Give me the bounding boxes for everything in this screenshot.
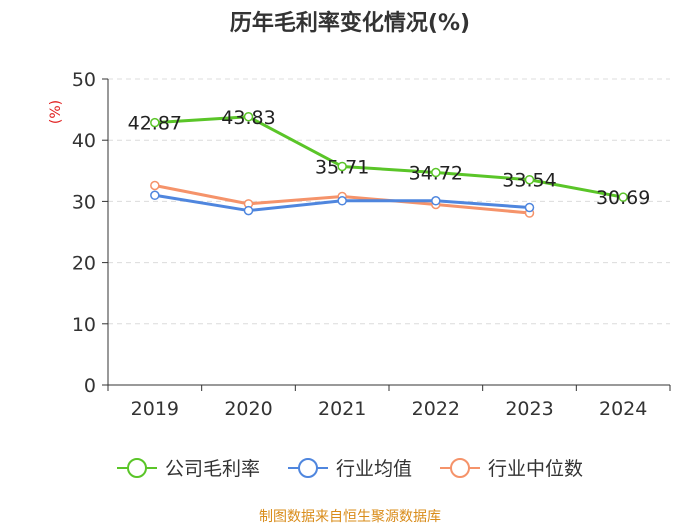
data-point — [150, 180, 160, 191]
data-point — [337, 161, 347, 172]
data-point — [431, 167, 441, 178]
legend: 公司毛利率 行业均值 行业中位数 — [117, 458, 583, 480]
data-point — [524, 202, 535, 213]
x-tick-label: 2019 — [131, 398, 179, 420]
legend-marker — [450, 458, 470, 478]
legend-marker — [298, 458, 318, 478]
data-point — [618, 192, 628, 202]
x-tick-label: 2020 — [224, 398, 272, 420]
x-tick-label: 2023 — [505, 398, 553, 420]
legend-marker — [127, 458, 147, 478]
y-tick-label: 40 — [72, 130, 96, 152]
y-tick-label: 0 — [84, 375, 96, 397]
y-axis-label: (%) — [48, 100, 64, 124]
data-labels: 42.87 43.83 35.71 34.72 33.54 30.69 — [128, 107, 651, 209]
y-tick-label: 20 — [72, 253, 96, 275]
y-tick-label: 30 — [72, 191, 96, 213]
data-label: 35.71 — [315, 156, 369, 178]
axes: 0 10 20 30 40 50 2019 2020 2021 2022 2023 2024 — [72, 69, 671, 420]
y-tick-label: 10 — [72, 314, 96, 336]
x-tick-label: 2021 — [318, 398, 366, 420]
x-tick-label: 2022 — [412, 398, 460, 420]
legend-label: 行业中位数 — [488, 458, 583, 480]
data-point — [431, 196, 441, 206]
data-label: 30.69 — [596, 187, 650, 209]
data-point — [243, 112, 254, 122]
x-tick-label: 2024 — [599, 398, 647, 420]
data-point — [150, 190, 160, 201]
data-label: 43.83 — [221, 107, 275, 129]
data-label: 34.72 — [409, 163, 463, 185]
data-label: 33.54 — [502, 170, 556, 192]
legend-label: 公司毛利率 — [165, 458, 260, 480]
source-note: 制图数据来自恒生聚源数据库 — [259, 509, 441, 525]
y-tick-label: 50 — [72, 69, 96, 91]
series-line-0 — [154, 115, 624, 199]
data-point — [243, 205, 254, 216]
data-point — [150, 117, 160, 128]
legend-label: 行业均值 — [336, 458, 412, 480]
data-label: 42.87 — [128, 113, 182, 135]
series-lines — [150, 112, 628, 218]
chart-title: 历年毛利率变化情况(%) — [230, 10, 470, 36]
data-point — [524, 174, 535, 185]
data-point — [337, 196, 347, 206]
